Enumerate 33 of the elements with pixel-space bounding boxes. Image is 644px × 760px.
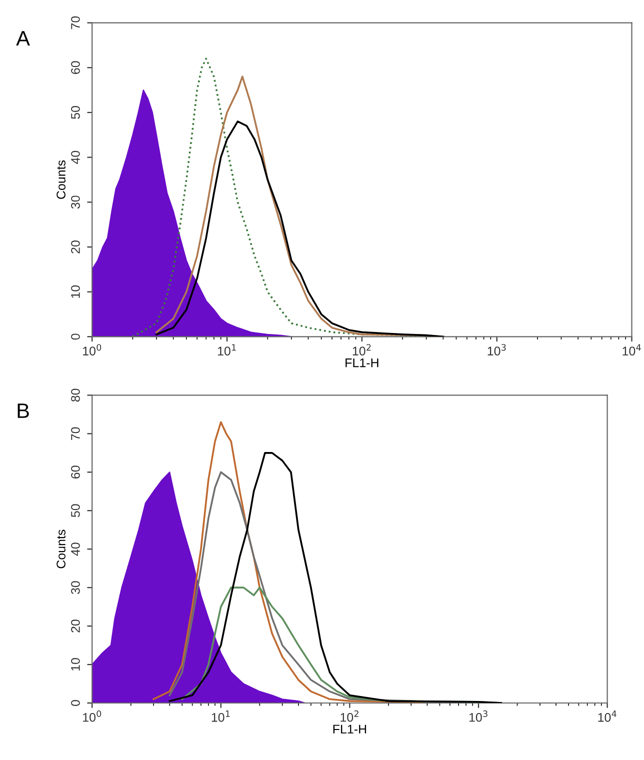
chart-title: A — [16, 31, 30, 46]
y-tick-label: 10 — [71, 658, 80, 671]
y-tick-label: 20 — [71, 240, 80, 254]
y-tick-label: 40 — [71, 542, 80, 556]
y-tick-label: 10 — [71, 285, 80, 298]
chart-title: B — [18, 404, 29, 418]
x-axis-title: FL1-H — [346, 358, 378, 368]
x-tick-label: 10$^{0}$ — [83, 710, 102, 722]
y-tick-label: 40 — [71, 150, 80, 164]
y-tick-label: 70 — [71, 427, 80, 440]
x-tick-label: 10$^{2}$ — [340, 710, 358, 722]
y-tick-label: 30 — [71, 196, 80, 209]
y-tick-label: 0 — [71, 700, 80, 706]
x-tick-label: 10$^{4}$ — [622, 344, 641, 356]
x-tick-label: 10$^{2}$ — [352, 344, 371, 356]
x-tick-label: 10$^{0}$ — [83, 344, 102, 356]
y-tick-label: 50 — [71, 504, 80, 518]
x-tick-label: 10$^{4}$ — [598, 710, 616, 722]
y-tick-label: 20 — [71, 620, 80, 632]
y-tick-label: 0 — [71, 334, 80, 340]
y-tick-label: 30 — [71, 581, 80, 594]
y-tick-label: 60 — [71, 61, 80, 74]
y-tick-label: 60 — [71, 466, 80, 478]
x-tick-label: 10$^{3}$ — [469, 710, 488, 722]
y-tick-label: 80 — [71, 388, 80, 402]
x-tick-label: 10$^{3}$ — [488, 344, 506, 356]
x-tick-label: 10$^{1}$ — [212, 710, 230, 722]
y-tick-label: 70 — [71, 16, 80, 30]
x-axis-title: FL1-H — [333, 724, 366, 734]
x-tick-label: 10$^{1}$ — [218, 344, 236, 356]
y-tick-label: 50 — [71, 106, 80, 119]
y-axis-title: Counts — [56, 160, 66, 199]
y-axis-title: Counts — [56, 530, 66, 568]
